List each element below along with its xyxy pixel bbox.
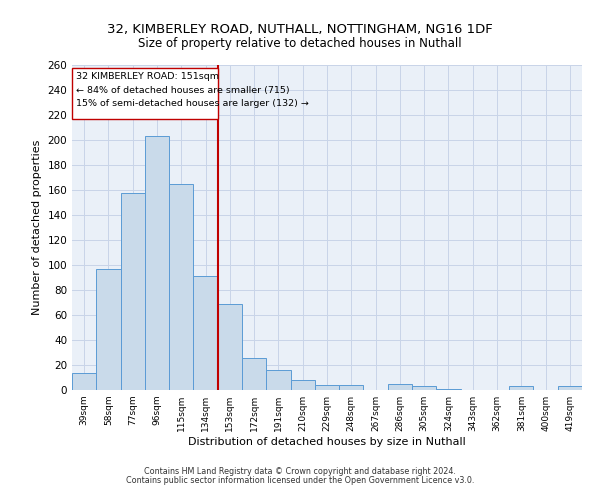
Y-axis label: Number of detached properties: Number of detached properties <box>32 140 42 315</box>
Text: ← 84% of detached houses are smaller (715): ← 84% of detached houses are smaller (71… <box>76 86 289 94</box>
Text: Size of property relative to detached houses in Nuthall: Size of property relative to detached ho… <box>138 38 462 51</box>
Text: Contains public sector information licensed under the Open Government Licence v3: Contains public sector information licen… <box>126 476 474 485</box>
Bar <box>218 304 242 390</box>
Bar <box>72 372 96 390</box>
Bar <box>72 68 218 118</box>
Bar <box>388 384 412 390</box>
Bar <box>558 386 582 390</box>
Bar <box>169 184 193 390</box>
X-axis label: Distribution of detached houses by size in Nuthall: Distribution of detached houses by size … <box>188 437 466 447</box>
Text: 32, KIMBERLEY ROAD, NUTHALL, NOTTINGHAM, NG16 1DF: 32, KIMBERLEY ROAD, NUTHALL, NOTTINGHAM,… <box>107 22 493 36</box>
Text: 32 KIMBERLEY ROAD: 151sqm: 32 KIMBERLEY ROAD: 151sqm <box>76 72 218 80</box>
Bar <box>266 370 290 390</box>
Bar <box>96 269 121 390</box>
Bar <box>315 385 339 390</box>
Bar <box>121 192 145 390</box>
Text: 15% of semi-detached houses are larger (132) →: 15% of semi-detached houses are larger (… <box>76 99 308 108</box>
Bar <box>242 358 266 390</box>
Text: Contains HM Land Registry data © Crown copyright and database right 2024.: Contains HM Land Registry data © Crown c… <box>144 467 456 476</box>
Bar <box>412 386 436 390</box>
Bar <box>145 136 169 390</box>
Bar <box>339 385 364 390</box>
Bar <box>509 386 533 390</box>
Bar <box>436 389 461 390</box>
Bar <box>193 276 218 390</box>
Bar <box>290 380 315 390</box>
